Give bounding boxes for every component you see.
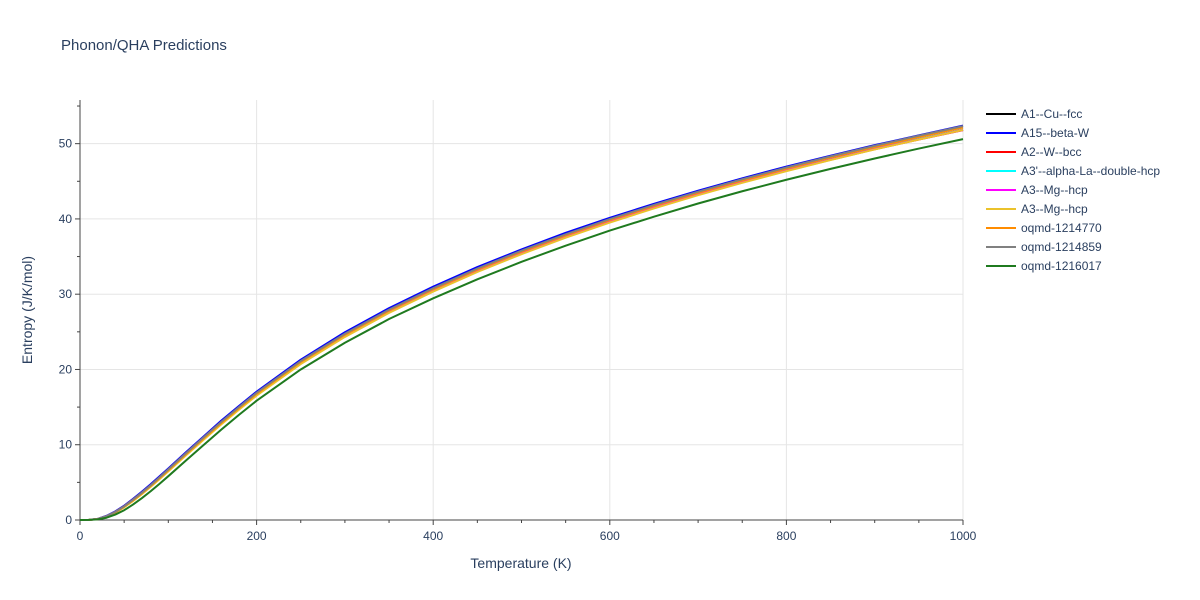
legend-label: oqmd-1214770 (1021, 221, 1102, 235)
series-line-2 (79, 129, 964, 521)
legend-item-2[interactable]: A2--W--bcc (986, 145, 1081, 159)
legend-item-7[interactable]: oqmd-1214859 (986, 240, 1102, 254)
legend-label: A1--Cu--fcc (1021, 107, 1082, 121)
x-tick-label: 800 (776, 529, 796, 543)
legend-item-8[interactable]: oqmd-1216017 (986, 259, 1102, 273)
y-tick-label: 10 (59, 438, 73, 452)
series-line-4 (79, 128, 964, 521)
legend-label: oqmd-1214859 (1021, 240, 1102, 254)
legend-label: A15--beta-W (1021, 126, 1090, 140)
grid (80, 100, 964, 520)
y-tick-label: 20 (59, 362, 73, 376)
y-tick-label: 30 (59, 287, 73, 301)
plot-area (79, 124, 964, 521)
legend-item-3[interactable]: A3'--alpha-La--double-hcp (986, 164, 1160, 178)
series-line-0 (79, 128, 964, 521)
y-tick-label: 40 (59, 212, 73, 226)
series-line-1 (79, 124, 964, 521)
y-tick-label: 50 (59, 137, 73, 151)
series-line-5 (79, 128, 964, 521)
x-ticks: 0 200 400 600 800 1000 (77, 520, 977, 543)
y-axis-title: Entropy (J/K/mol) (19, 256, 35, 364)
x-tick-label: 200 (247, 529, 267, 543)
chart-title: Phonon/QHA Predictions (61, 37, 227, 54)
series-line-3 (79, 128, 964, 521)
x-tick-label: 400 (423, 529, 443, 543)
x-tick-label: 0 (77, 529, 84, 543)
legend-item-5[interactable]: A3--Mg--hcp (986, 202, 1088, 216)
legend-item-0[interactable]: A1--Cu--fcc (986, 107, 1082, 121)
legend-item-1[interactable]: A15--beta-W (986, 126, 1090, 140)
legend-label: oqmd-1216017 (1021, 259, 1102, 273)
series-line-6 (79, 126, 964, 521)
series-line-8 (79, 138, 964, 521)
legend[interactable]: A1--Cu--fcc A15--beta-W A2--W--bcc A3'--alp… (986, 107, 1160, 273)
x-axis-title: Temperature (K) (470, 555, 571, 571)
y-tick-label: 0 (65, 513, 72, 527)
x-tick-label: 1000 (950, 529, 977, 543)
y-ticks: 0 10 20 30 40 50 (59, 105, 80, 527)
series-line-7 (79, 125, 964, 521)
x-tick-label: 600 (600, 529, 620, 543)
legend-label: A2--W--bcc (1021, 145, 1081, 159)
legend-item-4[interactable]: A3--Mg--hcp (986, 183, 1088, 197)
legend-label: A3'--alpha-La--double-hcp (1021, 164, 1160, 178)
legend-item-6[interactable]: oqmd-1214770 (986, 221, 1102, 235)
legend-label: A3--Mg--hcp (1021, 202, 1088, 216)
axes (79, 100, 963, 521)
legend-label: A3--Mg--hcp (1021, 183, 1088, 197)
